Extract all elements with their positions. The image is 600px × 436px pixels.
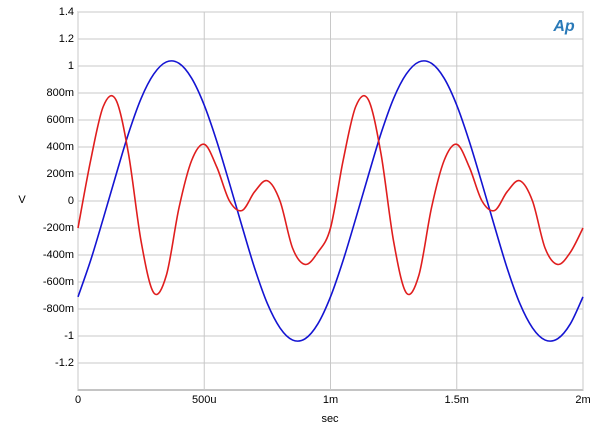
y-tick-label: 800m bbox=[46, 87, 74, 99]
y-tick-label: 1 bbox=[68, 60, 74, 72]
y-tick-label: 200m bbox=[46, 168, 74, 180]
y-tick-label: -1.2 bbox=[55, 357, 74, 369]
x-tick-label: 2m bbox=[575, 394, 590, 406]
y-tick-label: 1.2 bbox=[59, 33, 74, 45]
series-line bbox=[77, 94, 584, 296]
y-tick-label: 400m bbox=[46, 141, 74, 153]
y-tick-label: 0 bbox=[68, 195, 74, 207]
x-tick-label: 500u bbox=[192, 394, 216, 406]
y-tick-label: -800m bbox=[43, 303, 74, 315]
y-tick-label: -1 bbox=[64, 330, 74, 342]
logo: Ap bbox=[552, 18, 575, 35]
x-tick-label: 0 bbox=[75, 394, 81, 406]
y-tick-label: 1.4 bbox=[59, 6, 74, 18]
x-axis-label: sec bbox=[321, 413, 339, 425]
y-tick-label: -200m bbox=[43, 222, 74, 234]
y-tick-label: -600m bbox=[43, 276, 74, 288]
series-line bbox=[77, 60, 584, 342]
x-tick-label: 1m bbox=[323, 394, 338, 406]
y-axis-label: V bbox=[18, 194, 26, 206]
x-tick-label: 1.5m bbox=[445, 394, 469, 406]
y-tick-label: -400m bbox=[43, 249, 74, 261]
y-tick-label: 600m bbox=[46, 114, 74, 126]
